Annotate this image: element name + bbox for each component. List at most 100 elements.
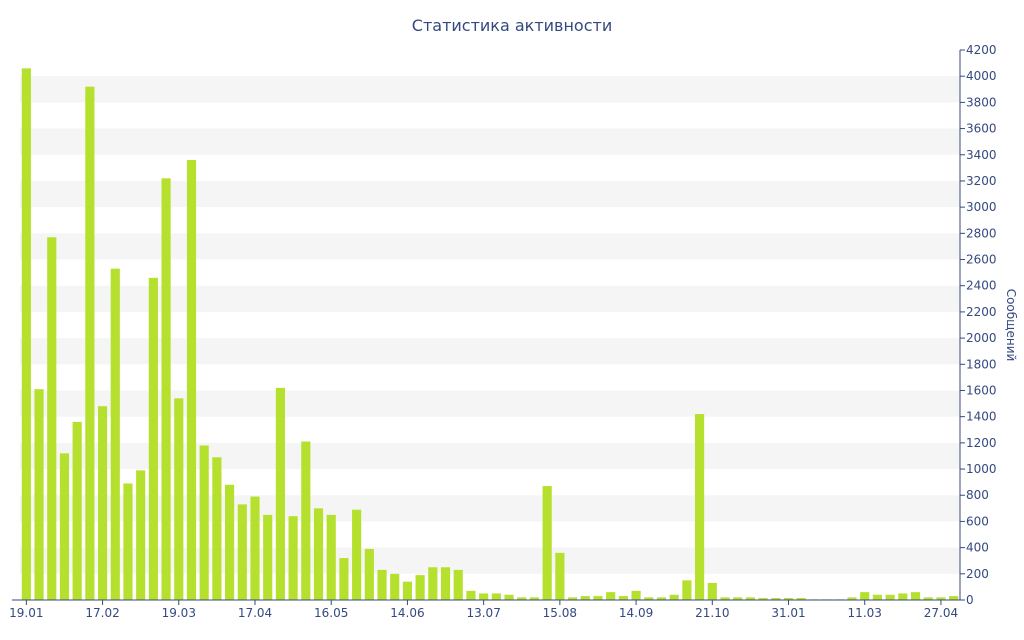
- bar[interactable]: [504, 594, 514, 600]
- bar[interactable]: [301, 441, 311, 600]
- bar[interactable]: [491, 593, 501, 600]
- bar[interactable]: [872, 594, 883, 600]
- bar[interactable]: [720, 597, 730, 600]
- bar[interactable]: [237, 504, 247, 600]
- grid-band: [20, 285, 960, 312]
- bar[interactable]: [72, 421, 82, 600]
- bar[interactable]: [161, 178, 171, 601]
- x-tick-label: 13.07: [466, 606, 500, 620]
- y-tick-label: 2000: [966, 331, 997, 345]
- bar[interactable]: [847, 597, 857, 600]
- bar[interactable]: [415, 575, 425, 600]
- bar[interactable]: [263, 514, 273, 600]
- bar[interactable]: [440, 567, 451, 600]
- y-tick-label: 1200: [966, 436, 997, 450]
- grid-band: [20, 76, 960, 103]
- bar[interactable]: [682, 580, 692, 600]
- bars-group: [21, 68, 959, 601]
- bar[interactable]: [250, 496, 260, 600]
- bar[interactable]: [288, 516, 298, 600]
- bar[interactable]: [47, 237, 57, 600]
- grid-band: [20, 547, 960, 574]
- y-tick-label: 200: [966, 567, 989, 581]
- bar[interactable]: [771, 598, 781, 600]
- bar[interactable]: [949, 596, 959, 600]
- bar[interactable]: [555, 552, 565, 600]
- y-tick-label: 3400: [966, 148, 997, 162]
- chart-title: Статистика активности: [412, 16, 612, 35]
- bar[interactable]: [428, 567, 438, 600]
- bar[interactable]: [377, 569, 387, 600]
- bar[interactable]: [479, 593, 489, 600]
- bar[interactable]: [390, 573, 400, 600]
- y-tick-label: 2400: [966, 279, 997, 293]
- y-tick-label: 800: [966, 488, 989, 502]
- bar[interactable]: [136, 470, 146, 600]
- bar[interactable]: [34, 389, 44, 600]
- bar[interactable]: [618, 596, 628, 600]
- bar[interactable]: [174, 398, 184, 600]
- x-tick-label: 16.05: [314, 606, 348, 620]
- y-tick-label: 0: [966, 593, 974, 607]
- bar[interactable]: [580, 596, 590, 600]
- bar[interactable]: [402, 581, 413, 600]
- bar[interactable]: [529, 597, 540, 600]
- bar[interactable]: [733, 597, 743, 600]
- bar[interactable]: [326, 514, 336, 600]
- bar[interactable]: [453, 569, 463, 600]
- bar[interactable]: [186, 160, 197, 600]
- x-tick-label: 27.04: [924, 606, 958, 620]
- bar[interactable]: [275, 387, 285, 600]
- grid-band: [20, 495, 960, 522]
- y-tick-label: 2200: [966, 305, 997, 319]
- bar[interactable]: [606, 592, 616, 600]
- bar[interactable]: [364, 548, 374, 600]
- bar[interactable]: [542, 486, 552, 600]
- bar[interactable]: [225, 484, 235, 600]
- y-tick-label: 400: [966, 541, 989, 555]
- bar[interactable]: [669, 594, 679, 600]
- bar[interactable]: [97, 406, 108, 600]
- bar[interactable]: [212, 457, 222, 600]
- bar[interactable]: [656, 597, 667, 600]
- bar[interactable]: [593, 596, 603, 600]
- bar[interactable]: [796, 598, 806, 600]
- bar[interactable]: [148, 277, 158, 600]
- bar[interactable]: [695, 414, 705, 600]
- bar[interactable]: [21, 68, 31, 601]
- bar[interactable]: [923, 597, 933, 600]
- bar[interactable]: [783, 598, 794, 600]
- axes-group: 0 200 400 600 800 1000 1200 1400 1600 1800 2000 220…: [9, 43, 996, 620]
- x-tick-label: 15.08: [543, 606, 577, 620]
- bar[interactable]: [898, 593, 908, 600]
- bar[interactable]: [631, 590, 641, 600]
- grid-band: [20, 128, 960, 155]
- bar[interactable]: [59, 453, 70, 600]
- bar[interactable]: [123, 483, 133, 600]
- x-tick-label: 11.03: [848, 606, 882, 620]
- bar[interactable]: [199, 445, 209, 600]
- bar[interactable]: [644, 597, 654, 600]
- bar[interactable]: [313, 508, 324, 600]
- bar[interactable]: [885, 594, 895, 600]
- bar[interactable]: [466, 590, 476, 600]
- bar[interactable]: [745, 597, 755, 600]
- bar[interactable]: [567, 597, 578, 600]
- bar[interactable]: [352, 509, 362, 600]
- bar[interactable]: [936, 597, 946, 600]
- bar[interactable]: [110, 268, 120, 600]
- grid-band: [20, 180, 960, 208]
- bar[interactable]: [860, 592, 870, 600]
- bar[interactable]: [707, 582, 717, 600]
- x-tick-label: 21.10: [695, 606, 729, 620]
- grid-band: [20, 390, 960, 417]
- bar[interactable]: [758, 598, 768, 600]
- bar[interactable]: [517, 597, 527, 600]
- bar[interactable]: [910, 592, 921, 600]
- bar[interactable]: [85, 86, 95, 600]
- grid-bands: [20, 76, 960, 574]
- bar[interactable]: [339, 558, 349, 600]
- y-tick-label: 3600: [966, 122, 997, 136]
